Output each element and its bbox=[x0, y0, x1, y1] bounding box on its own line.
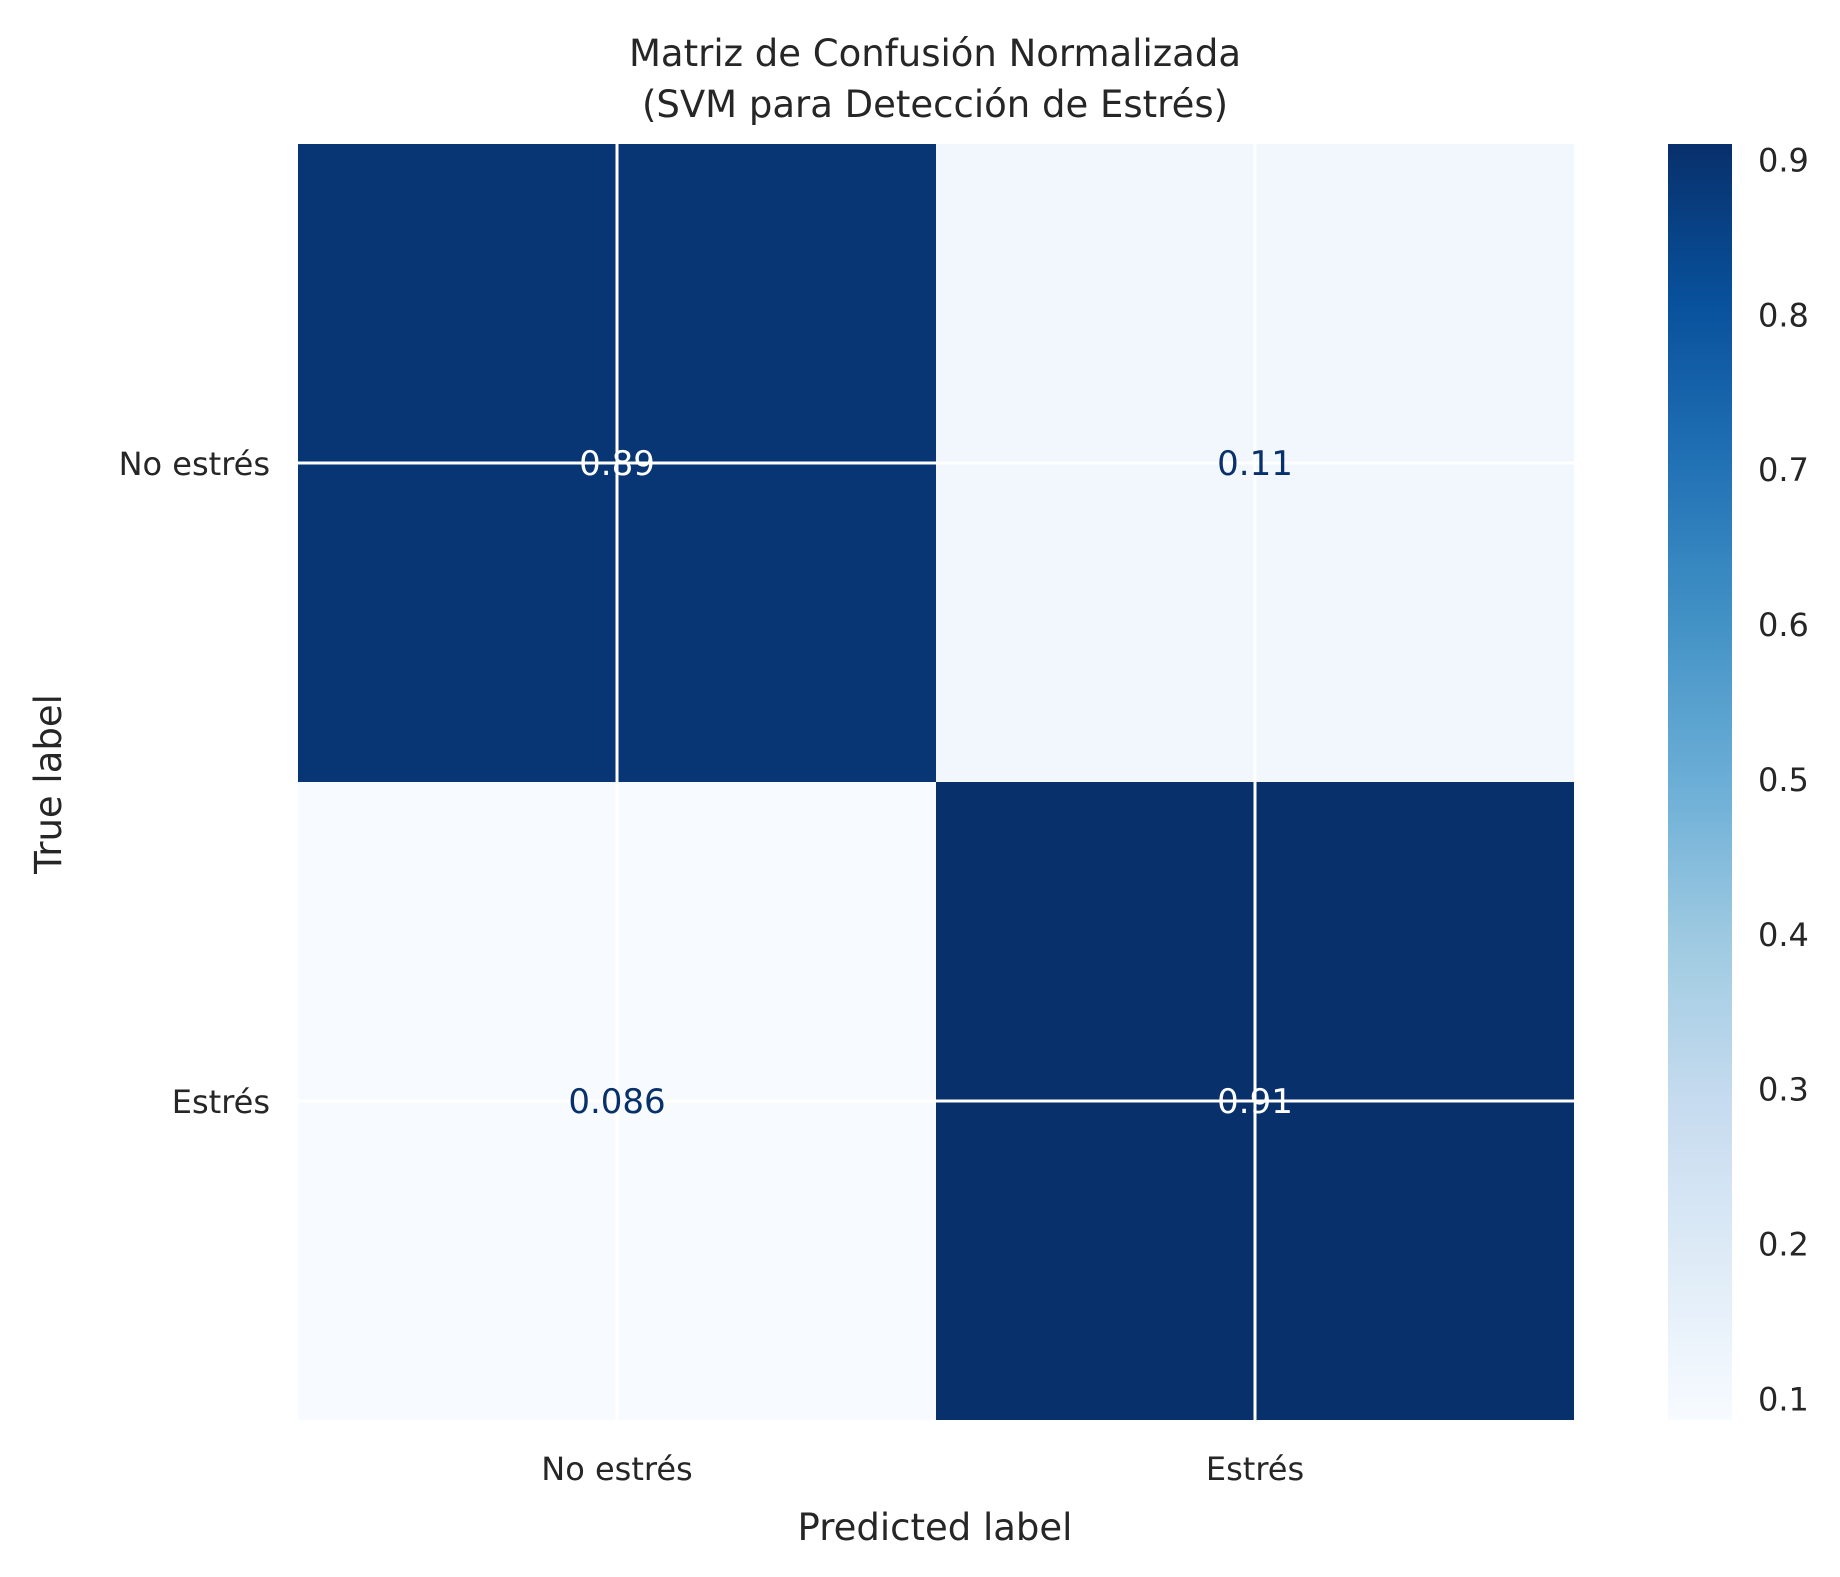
colorbar-tick-label: 0.4 bbox=[1758, 916, 1809, 954]
colorbar-gradient bbox=[1668, 144, 1732, 1420]
x-axis-label: Predicted label bbox=[798, 1506, 1073, 1549]
x-tick-label: No estrés bbox=[541, 1450, 692, 1488]
colorbar-tick-label: 0.2 bbox=[1758, 1225, 1809, 1263]
colorbar-tick-label: 0.9 bbox=[1758, 141, 1809, 179]
colorbar-tick-label: 0.6 bbox=[1758, 606, 1809, 644]
cell-value-label: 0.89 bbox=[579, 444, 655, 484]
cell-value-label: 0.086 bbox=[568, 1082, 665, 1122]
y-tick-labels: No estrés Estrés bbox=[119, 445, 270, 1121]
colorbar-tick-label: 0.7 bbox=[1758, 451, 1809, 489]
x-tick-label: Estrés bbox=[1206, 1450, 1304, 1488]
chart-title-line2: (SVM para Detección de Estrés) bbox=[642, 83, 1228, 126]
x-tick-labels: No estrés Estrés bbox=[541, 1450, 1304, 1488]
cell-value-label: 0.11 bbox=[1217, 444, 1293, 484]
y-tick-label: Estrés bbox=[172, 1083, 270, 1121]
y-axis-label: True label bbox=[27, 694, 70, 875]
heatmap-gridlines bbox=[298, 144, 1574, 1420]
colorbar-tick-label: 0.1 bbox=[1758, 1380, 1809, 1418]
colorbar-tick-label: 0.3 bbox=[1758, 1071, 1809, 1109]
chart-title-line1: Matriz de Confusión Normalizada bbox=[629, 32, 1241, 75]
colorbar-tick-label: 0.8 bbox=[1758, 296, 1809, 334]
colorbar: 0.1 0.2 0.3 0.4 0.5 0.6 0.7 0.8 0.9 bbox=[1668, 141, 1809, 1420]
heatmap-cells bbox=[298, 144, 1574, 1420]
cell-value-label: 0.91 bbox=[1217, 1082, 1293, 1122]
cell-value-labels: 0.89 0.11 0.086 0.91 bbox=[568, 444, 1293, 1122]
colorbar-tick-label: 0.5 bbox=[1758, 761, 1809, 799]
y-tick-label: No estrés bbox=[119, 445, 270, 483]
